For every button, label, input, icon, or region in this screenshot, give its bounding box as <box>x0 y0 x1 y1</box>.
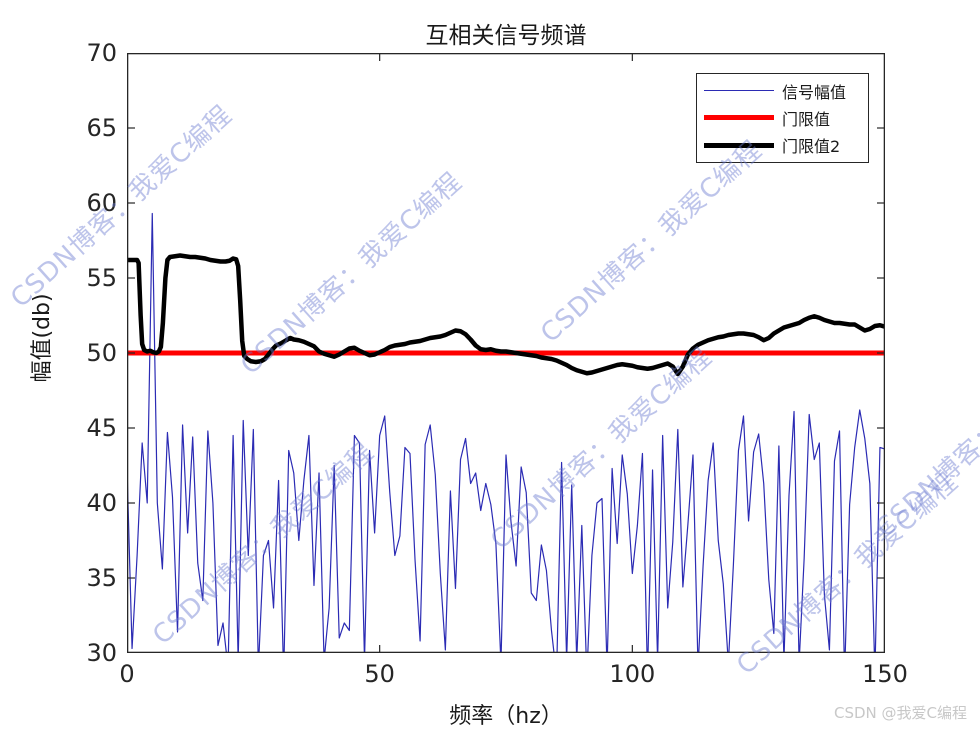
plot-area <box>127 53 885 653</box>
y-tick-label: 55 <box>86 264 117 292</box>
legend-line-sample <box>704 89 774 92</box>
csdn-credit: CSDN @我爱C编程 <box>833 704 967 722</box>
y-tick-label: 30 <box>86 639 117 667</box>
legend-line-sample <box>704 142 774 148</box>
y-axis-label: 幅值(db) <box>30 293 55 383</box>
y-tick-label: 45 <box>86 414 117 442</box>
legend-row: 信号幅值 <box>697 78 868 104</box>
legend-label: 门限值 <box>782 109 831 129</box>
y-tick-label: 35 <box>86 564 117 592</box>
series-信号幅值 <box>127 212 885 653</box>
legend-row: 门限值2 <box>697 132 868 158</box>
legend-row: 门限值 <box>697 105 868 131</box>
x-tick-label: 100 <box>609 660 656 688</box>
x-tick-label: 0 <box>119 660 135 688</box>
y-tick-label: 40 <box>86 489 117 517</box>
legend-label: 门限值2 <box>782 137 841 157</box>
y-tick-label: 60 <box>86 189 117 217</box>
legend-label: 信号幅值 <box>782 82 847 102</box>
y-tick-label: 65 <box>86 114 117 142</box>
legend: 信号幅值门限值门限值2 <box>696 73 869 163</box>
y-tick-label: 70 <box>86 39 117 67</box>
series-门限值2 <box>127 253 885 377</box>
legend-line-sample <box>704 115 774 121</box>
chart-title: 互相关信号频谱 <box>425 23 587 49</box>
y-tick-label: 50 <box>86 339 117 367</box>
x-axis-label: 频率（hz） <box>449 704 563 729</box>
x-tick-label: 50 <box>364 660 395 688</box>
x-tick-label: 150 <box>862 660 908 688</box>
plot-canvas <box>127 53 885 653</box>
